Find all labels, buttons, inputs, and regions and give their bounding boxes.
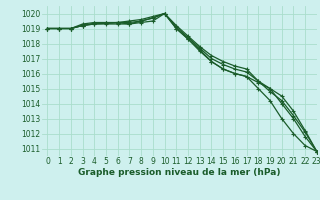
X-axis label: Graphe pression niveau de la mer (hPa): Graphe pression niveau de la mer (hPa) <box>78 168 280 177</box>
